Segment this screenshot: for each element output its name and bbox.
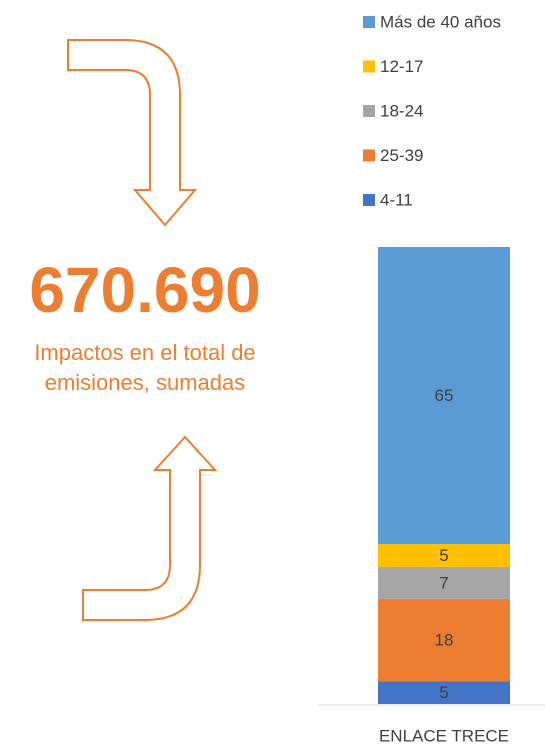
legend-label: 12-17	[380, 57, 423, 76]
legend-label: 18-24	[380, 101, 423, 120]
data-label: 65	[435, 386, 454, 405]
arrow-up	[82, 435, 218, 621]
impacts-caption: Impactos en el total de emisiones, sumad…	[34, 340, 256, 395]
bar-segment	[378, 566, 510, 599]
bar-segment	[378, 544, 510, 567]
legend-label: Más de 40 años	[380, 12, 501, 31]
bar-segment	[378, 681, 510, 704]
legend-swatch	[363, 194, 375, 206]
data-label: 5	[439, 546, 448, 565]
legend-label: 4-11	[380, 190, 413, 209]
x-tick-label: ENLACE TRECE	[379, 726, 509, 745]
data-label: 7	[439, 573, 448, 592]
bar-segment	[378, 598, 510, 682]
total-impacts: 670.690	[29, 254, 261, 326]
legend-swatch	[363, 149, 375, 162]
legend-swatch	[363, 16, 375, 28]
legend-swatch	[363, 105, 375, 117]
legend-label: 25-39	[380, 146, 423, 165]
legend-swatch	[363, 60, 375, 73]
bar-segment	[378, 247, 510, 545]
arrow-down	[67, 39, 198, 227]
data-label: 5	[439, 683, 448, 702]
data-label: 18	[435, 631, 454, 650]
